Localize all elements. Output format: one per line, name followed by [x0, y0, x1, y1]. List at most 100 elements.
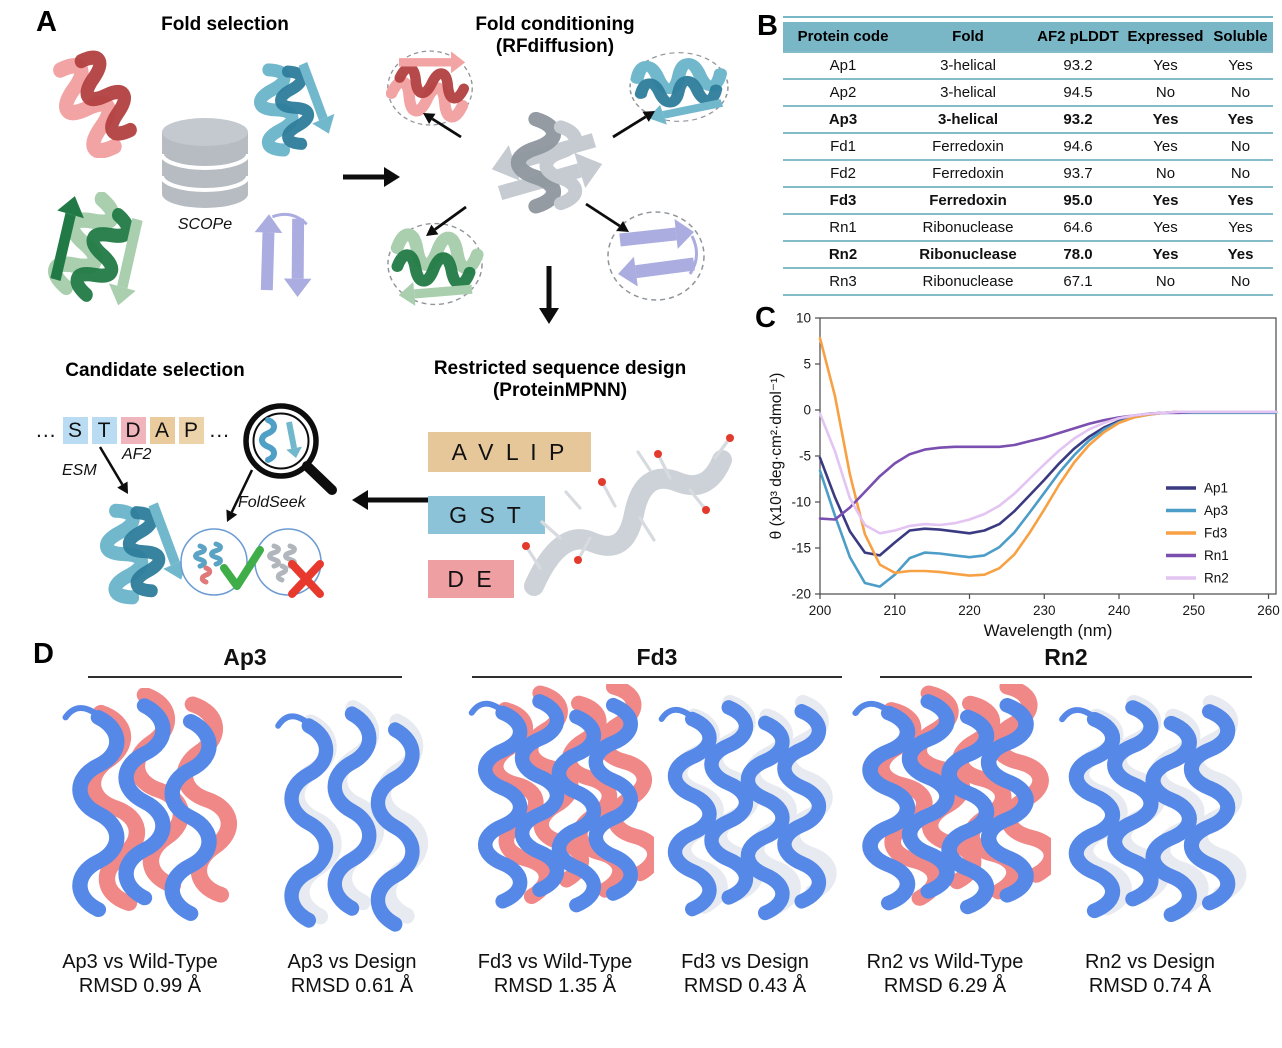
sequence-residue-2: D — [120, 417, 146, 444]
table-cell: Yes — [1208, 186, 1273, 214]
table-header-cell: AF2 pLDDT — [1033, 22, 1123, 52]
table-header-cell: Expressed — [1123, 22, 1208, 52]
table-header-cell: Protein code — [783, 22, 903, 52]
cross-icon — [288, 560, 324, 598]
table-cell: Yes — [1123, 132, 1208, 160]
table-cell: Yes — [1208, 213, 1273, 241]
table-cell: No — [1208, 159, 1273, 187]
green-diffused-protein-icon — [386, 218, 484, 310]
table-header-row: Protein code Fold AF2 pLDDT Expressed Solubl… — [783, 22, 1273, 52]
strand-arrow-icon — [298, 62, 335, 134]
table-cell: Yes — [1208, 240, 1273, 268]
candidate-selection-title: Candidate selection — [65, 360, 245, 381]
caption-comparison: Rn2 vs Wild-Type — [866, 951, 1024, 973]
sequence-row: ... S T D A P... — [34, 417, 232, 444]
table-cell: 93.2 — [1033, 51, 1123, 79]
y-axis-label: θ (x10³ deg·cm²·dmol⁻¹) — [768, 373, 785, 540]
strand-arrow-icon — [398, 281, 473, 306]
table-header-cell: Soluble — [1208, 22, 1273, 52]
group-header-underline — [880, 676, 1252, 678]
legend-entry-Ap3: Ap3 — [1166, 503, 1228, 518]
red-helix-protein-icon — [46, 40, 154, 158]
designed-structure-blue — [1059, 700, 1236, 923]
table-cell: 3-helical — [903, 105, 1033, 133]
table-cell: 93.7 — [1033, 159, 1123, 187]
checkmark-icon — [220, 546, 264, 590]
table-cell: Rn2 — [783, 240, 903, 268]
table-row: Fd3 Ferredoxin 95.0 Yes Yes — [783, 186, 1273, 214]
table-cell: 95.0 — [1033, 186, 1123, 214]
x-axis-label: Wavelength (nm) — [984, 621, 1113, 640]
caption-rmsd: RMSD 0.99 Å — [78, 975, 202, 997]
table-cell: Yes — [1123, 105, 1208, 133]
designed-structure-blue — [852, 694, 1034, 915]
structure-overlay-ap3-wild-type — [42, 688, 247, 943]
sequence-residue-1: T — [91, 417, 117, 444]
y-tick-label: 5 — [803, 357, 811, 372]
table-cell: 78.0 — [1033, 240, 1123, 268]
table-cell: Yes — [1208, 51, 1273, 79]
caption-comparison: Fd3 vs Wild-Type — [477, 951, 633, 973]
y-tick-label: -15 — [791, 541, 811, 556]
structure-overlay-ap3-design — [256, 696, 448, 954]
strand-arrow-icon — [618, 256, 695, 287]
legend-entry-Fd3: Fd3 — [1166, 526, 1227, 541]
x-tick-label: 260 — [1257, 603, 1280, 618]
table-cell: Ferredoxin — [903, 186, 1033, 214]
green-sheet-protein-icon — [44, 192, 150, 310]
rejected-candidates-circle — [254, 528, 322, 596]
structure-overlay-rn2-wild-type — [843, 684, 1051, 936]
caption-comparison: Ap3 vs Design — [287, 951, 417, 973]
table-top-rule — [783, 16, 1273, 18]
svg-text:Rn1: Rn1 — [1204, 548, 1229, 563]
designed-structure-blue — [62, 698, 217, 921]
table-cell: Ferredoxin — [903, 132, 1033, 160]
group-header-underline — [472, 676, 842, 678]
x-tick-label: 240 — [1108, 603, 1131, 618]
group-header-fd3: Fd3 — [636, 644, 678, 670]
structure-overlay-fd3-wild-type — [460, 684, 654, 934]
table-cell: Ap3 — [783, 105, 903, 133]
sequence-ellipsis: ... — [36, 418, 57, 442]
table-cell: No — [1208, 267, 1273, 296]
strand-arrow-icon — [108, 217, 143, 306]
caption-rmsd: RMSD 0.74 Å — [1088, 975, 1212, 997]
strand-arrow-icon — [398, 51, 466, 74]
table-cell: Yes — [1123, 213, 1208, 241]
legend-entry-Rn1: Rn1 — [1166, 548, 1229, 563]
accepted-candidates-circle — [180, 528, 248, 596]
teal-diffused-protein-icon — [628, 48, 730, 126]
table-cell: Ap1 — [783, 51, 903, 79]
table-cell: Yes — [1123, 186, 1208, 214]
table-row: Ap2 3-helical 94.5 No No — [783, 78, 1273, 106]
svg-text:Rn2: Rn2 — [1204, 571, 1229, 586]
caption-rmsd: RMSD 0.61 Å — [290, 975, 414, 997]
restricted-design-title-line1: Restricted sequence design — [433, 358, 687, 379]
designed-structure-blue — [275, 706, 420, 932]
table-row: Fd1 Ferredoxin 94.6 Yes No — [783, 132, 1273, 160]
arrow-design-to-candidate — [352, 490, 428, 510]
cd-spectra-chart: 200 210 220 230 240 250 260 10 5 0 -5 -10 -15 -20 Wave… — [768, 311, 1280, 641]
sequence-residue-4: P — [178, 417, 204, 444]
table-cell: Fd1 — [783, 132, 903, 160]
table-cell: Yes — [1123, 240, 1208, 268]
table-cell: 3-helical — [903, 78, 1033, 106]
table-cell: Ribonuclease — [903, 267, 1033, 296]
structure-caption-0: Ap3 vs Wild-Type RMSD 0.99 Å — [25, 950, 255, 998]
residue-group-box-0: A V L I P — [428, 432, 591, 472]
caption-rmsd: RMSD 1.35 Å — [493, 975, 617, 997]
table-cell: No — [1208, 78, 1273, 106]
fold-conditioning-title-line1: Fold conditioning — [475, 14, 635, 35]
table-cell: Fd3 — [783, 186, 903, 214]
table-cell: Rn3 — [783, 267, 903, 296]
magnified-strand-arrow-icon — [286, 421, 302, 458]
x-tick-label: 230 — [1033, 603, 1056, 618]
panel-d-label: D — [33, 638, 54, 670]
table-cell: 94.5 — [1033, 78, 1123, 106]
noise-outline-icon — [629, 52, 729, 122]
panel-c-label: C — [755, 302, 776, 334]
foldseek-label: FoldSeek — [238, 494, 306, 511]
table-cell: No — [1123, 267, 1208, 296]
teal-helix-protein-icon — [243, 58, 335, 158]
designed-structure-blue — [468, 694, 638, 913]
